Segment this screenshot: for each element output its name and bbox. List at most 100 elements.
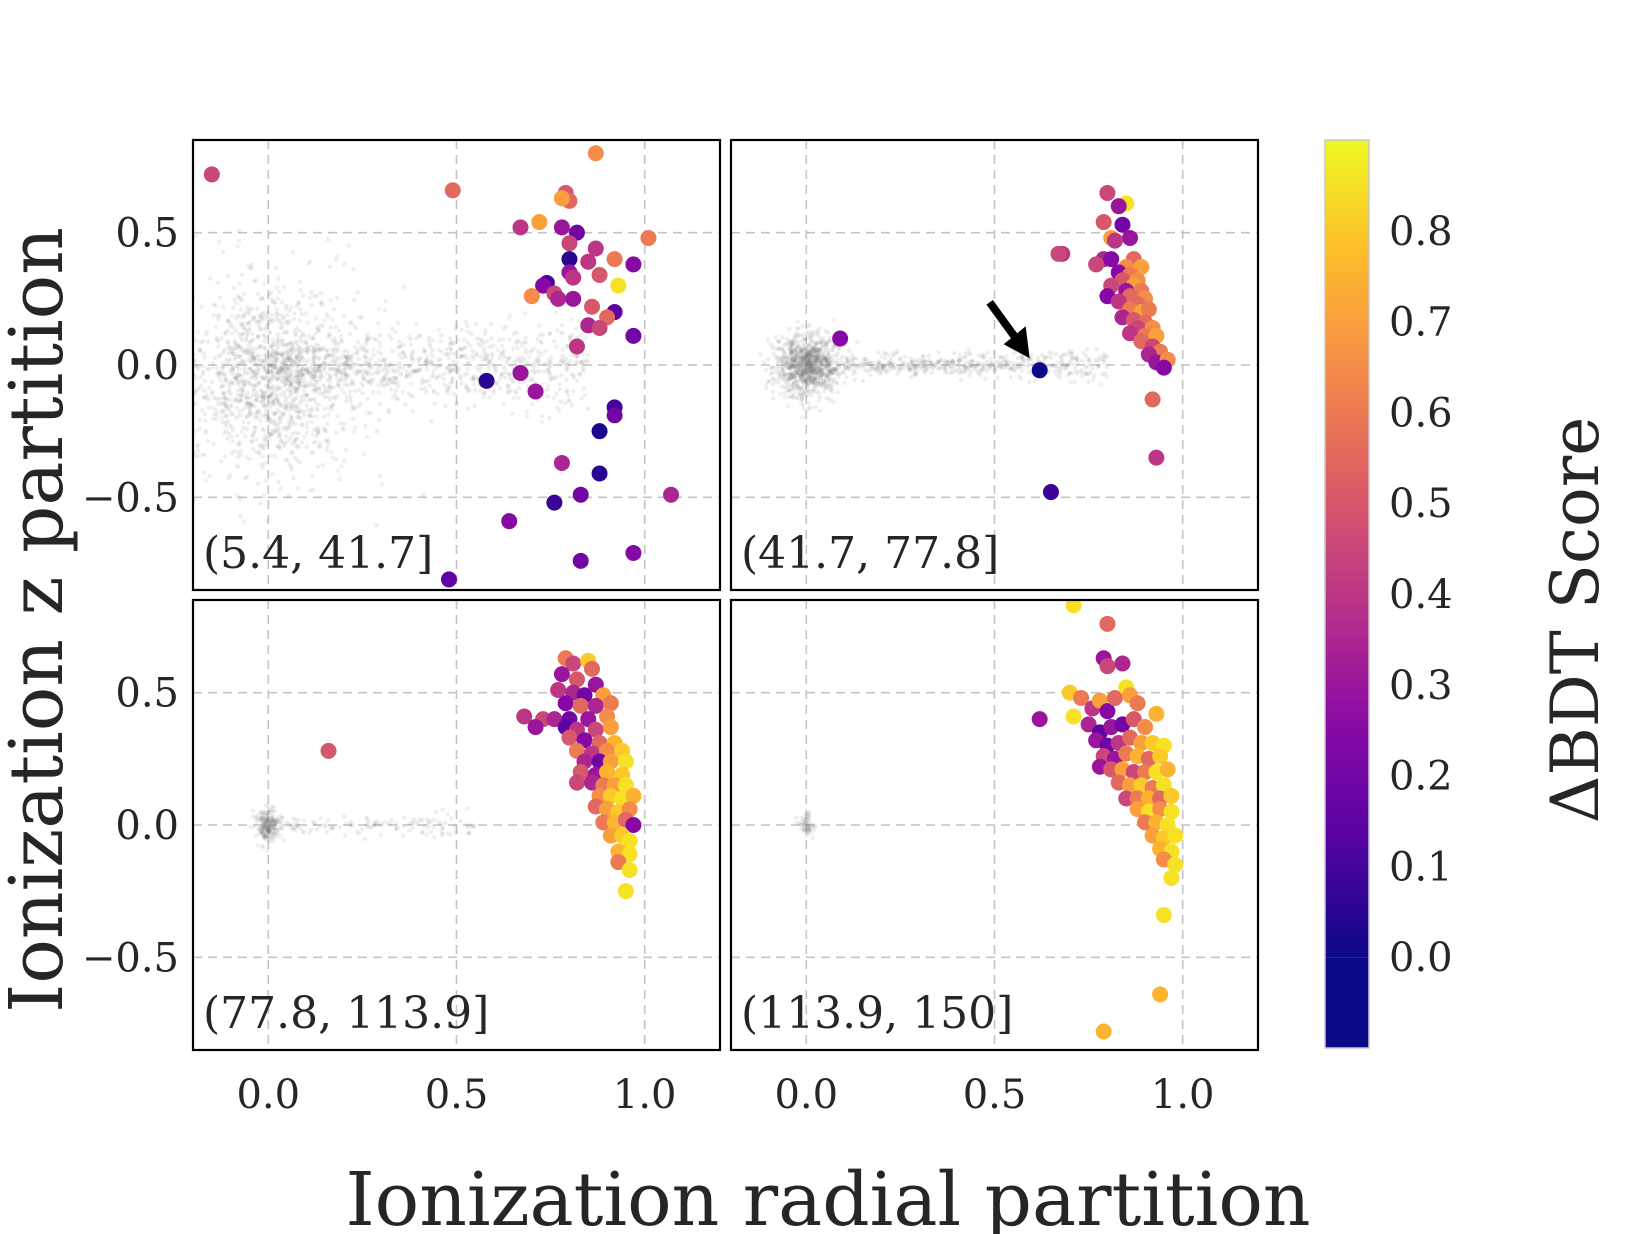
background-event [388, 362, 394, 368]
background-event [293, 388, 299, 394]
background-event [265, 827, 270, 833]
background-event [1088, 370, 1093, 375]
background-event [800, 367, 805, 373]
background-event [808, 370, 814, 375]
background-event [351, 361, 356, 367]
background-event [262, 398, 267, 404]
background-event [790, 395, 796, 400]
background-event [305, 403, 310, 408]
background-event [818, 360, 823, 366]
background-event [827, 397, 833, 402]
background-event [274, 315, 279, 320]
background-event [315, 369, 320, 375]
background-event [237, 439, 242, 445]
background-event [322, 822, 327, 828]
background-event [258, 327, 263, 332]
background-event [808, 377, 813, 383]
background-event [1018, 363, 1023, 369]
background-event [315, 380, 320, 385]
background-event [276, 820, 282, 825]
background-event [285, 386, 290, 392]
background-event [434, 376, 439, 381]
background-event [775, 366, 780, 372]
background-event [274, 834, 279, 840]
background-event [263, 832, 269, 837]
background-event [809, 380, 814, 385]
background-event [908, 356, 914, 361]
background-event [803, 363, 809, 368]
background-event [467, 360, 472, 366]
background-event [811, 368, 816, 374]
background-event [272, 419, 277, 424]
background-event [782, 385, 788, 390]
background-event [882, 363, 887, 369]
background-event [304, 340, 309, 345]
background-event [786, 377, 792, 382]
background-event [474, 365, 480, 370]
background-event [929, 361, 934, 366]
background-event [801, 370, 806, 376]
background-event [316, 343, 321, 349]
background-event [1072, 379, 1078, 384]
background-event [915, 369, 920, 375]
background-event [331, 366, 336, 372]
background-event [807, 352, 812, 357]
background-event [335, 369, 341, 375]
background-event [803, 378, 808, 384]
background-event [265, 828, 271, 833]
background-event [802, 822, 807, 827]
background-event [322, 361, 327, 366]
background-event [805, 367, 810, 373]
background-event [302, 379, 308, 384]
background-event [298, 460, 303, 465]
background-event [395, 380, 400, 386]
background-event [794, 370, 800, 375]
background-event [286, 352, 291, 358]
background-event [815, 340, 820, 346]
background-event [805, 352, 811, 357]
background-event [246, 319, 251, 325]
background-event [283, 433, 289, 439]
background-event [244, 350, 250, 355]
background-event [272, 819, 277, 824]
background-event [950, 360, 955, 366]
background-event [811, 378, 817, 383]
background-event [497, 377, 503, 382]
colorbar-tick-label: 0.0 [1389, 935, 1453, 981]
background-event [514, 338, 520, 343]
background-event [305, 370, 311, 376]
background-event [326, 412, 331, 417]
background-event [290, 397, 296, 402]
background-event [790, 357, 795, 362]
background-event [329, 358, 335, 363]
background-event [336, 383, 341, 388]
background-event [332, 358, 337, 364]
background-event [326, 384, 332, 390]
background-event [810, 353, 816, 359]
panel-4: (113.9, 150]0.0 0.5 1.0 [729, 598, 1260, 1118]
background-event [779, 347, 784, 352]
background-event [892, 366, 898, 371]
background-event [350, 823, 355, 828]
background-event [259, 814, 265, 819]
background-event [202, 378, 208, 384]
background-event [174, 400, 178, 404]
background-event [579, 361, 584, 366]
background-event [185, 370, 189, 374]
background-event [788, 363, 793, 369]
background-event [892, 364, 897, 370]
background-event [361, 345, 367, 351]
background-event [265, 827, 270, 833]
background-event [240, 389, 246, 394]
background-event [329, 403, 334, 409]
background-event [289, 467, 295, 472]
background-event [805, 363, 810, 369]
background-event [536, 354, 541, 359]
background-event [806, 811, 811, 816]
background-event [300, 332, 306, 337]
background-event [800, 360, 806, 365]
background-event [812, 367, 818, 372]
background-event [279, 369, 284, 374]
background-event [465, 340, 471, 346]
background-event [327, 389, 332, 395]
